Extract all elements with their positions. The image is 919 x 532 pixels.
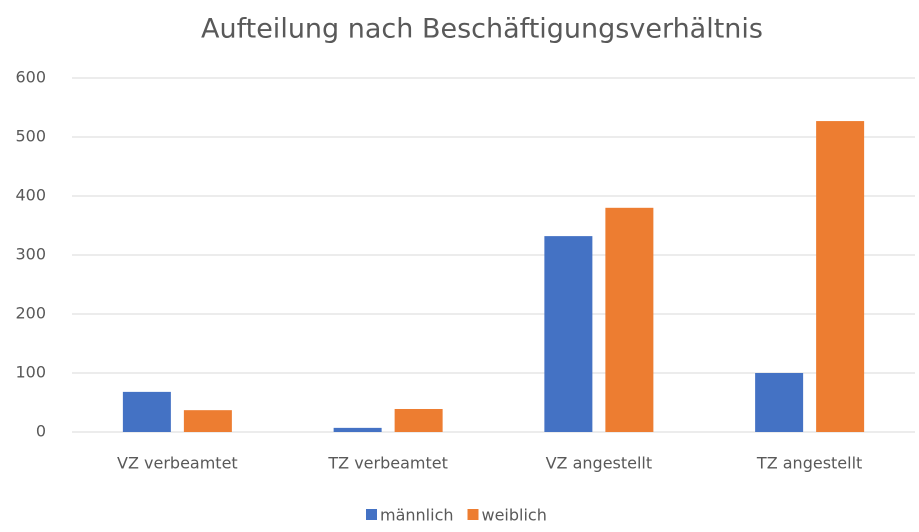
legend-swatch — [366, 509, 377, 520]
bar — [605, 207, 654, 432]
y-tick-label: 300 — [15, 245, 46, 264]
legend-label: weiblich — [482, 506, 547, 525]
y-tick-label: 200 — [15, 304, 46, 323]
bar — [122, 391, 171, 432]
x-tick-label: TZ verbeamtet — [327, 454, 448, 473]
y-tick-label: 0 — [36, 422, 46, 441]
y-tick-label: 100 — [15, 363, 46, 382]
legend-swatch — [467, 509, 479, 520]
bar — [183, 410, 232, 432]
bar — [333, 427, 382, 432]
y-tick-label: 400 — [15, 186, 46, 205]
bar — [816, 121, 865, 432]
y-tick-label: 600 — [15, 68, 46, 87]
chart-title: Aufteilung nach Beschäftigungsverhältnis — [201, 14, 763, 45]
bar — [394, 408, 443, 432]
x-tick-label: VZ angestellt — [546, 454, 653, 473]
x-tick-label: TZ angestellt — [756, 454, 862, 473]
bar — [755, 373, 804, 432]
legend-label: männlich — [380, 506, 454, 525]
bar — [544, 236, 593, 432]
y-tick-label: 500 — [15, 127, 46, 146]
x-tick-label: VZ verbeamtet — [117, 454, 238, 473]
